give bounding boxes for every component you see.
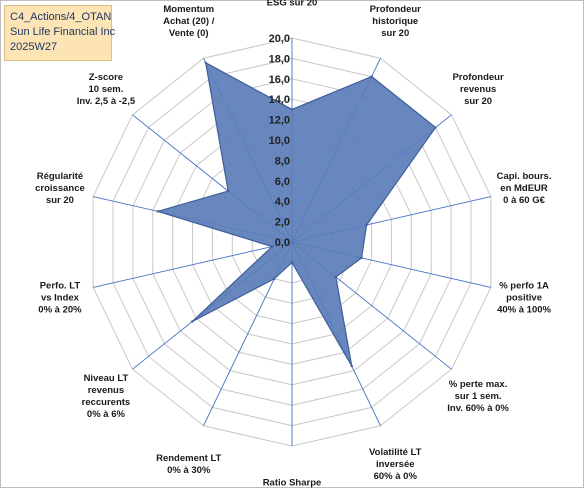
axis-label: Perfo. LT vs Index 0% à 20% — [38, 280, 82, 315]
tick-label: 0,0 — [275, 237, 290, 249]
data-point — [270, 245, 274, 248]
data-point — [191, 320, 194, 323]
title-line-week: 2025W27 — [10, 41, 58, 53]
axis-spoke — [93, 241, 293, 288]
axis-label: % perfo 1A positive 40% à 100% — [497, 280, 551, 315]
axis-label: Niveau LT revenus reccurents 0% à 6% — [82, 373, 131, 420]
axis-label: Capi. bours. en MdEUR 0 à 60 G€ — [497, 171, 552, 206]
radar-series — [155, 61, 437, 368]
axis-label: NoteESG sur 20 — [267, 0, 318, 9]
axis-label: Momentum Achat (20) / Vente (0) — [163, 4, 215, 39]
tick-label: 4,0 — [275, 196, 290, 208]
data-point — [434, 126, 437, 129]
axis-label: Régularité croissance sur 20 — [35, 171, 85, 206]
data-point — [360, 256, 363, 260]
axis-label: Ratio Sharpe0 à 2 — [263, 478, 322, 488]
tick-label: 10,0 — [269, 135, 290, 147]
axis-label: Z-score 10 sem. Inv. 2,5 à -2,5 — [77, 72, 136, 107]
tick-label: 8,0 — [275, 155, 290, 167]
data-point — [273, 277, 276, 280]
data-point — [334, 275, 338, 279]
tick-label: 2,0 — [275, 217, 290, 229]
tick-label: 18,0 — [269, 53, 290, 65]
tick-label: 12,0 — [269, 115, 290, 127]
data-point — [350, 364, 353, 368]
data-point — [204, 61, 207, 64]
axis-label: Profondeur historique sur 20 — [370, 4, 421, 39]
tick-label: 6,0 — [275, 176, 290, 188]
title-line-portfolio: C4_Actions/4_OTAN — [10, 11, 112, 23]
data-point — [370, 75, 373, 78]
data-point — [156, 210, 159, 213]
axis-label: Rendement LT 0% à 30% — [156, 453, 221, 476]
axis-label: Profondeur revenus sur 20 — [452, 72, 503, 107]
chart-title-box: C4_Actions/4_OTAN Sun Life Financial Inc… — [4, 5, 116, 61]
data-point — [227, 189, 230, 193]
tick-label: 14,0 — [269, 94, 290, 106]
tick-label: 16,0 — [269, 74, 290, 86]
data-point — [290, 108, 294, 111]
data-point — [290, 261, 294, 264]
data-point — [365, 223, 368, 227]
radial-tick-labels: 0,0 2,0 4,0 6,0 8,0 10,0 12,0 14,0 16,0 18,0 20,0 — [269, 33, 290, 249]
axis-label: % perte max. sur 1 sem. Inv. 60% à 0% — [447, 379, 509, 414]
axis-label: Volatilité LT inversée 60% à 0% — [369, 447, 422, 482]
title-line-company: Sun Life Financial Inc — [10, 26, 116, 38]
tick-label: 20,0 — [269, 33, 290, 45]
